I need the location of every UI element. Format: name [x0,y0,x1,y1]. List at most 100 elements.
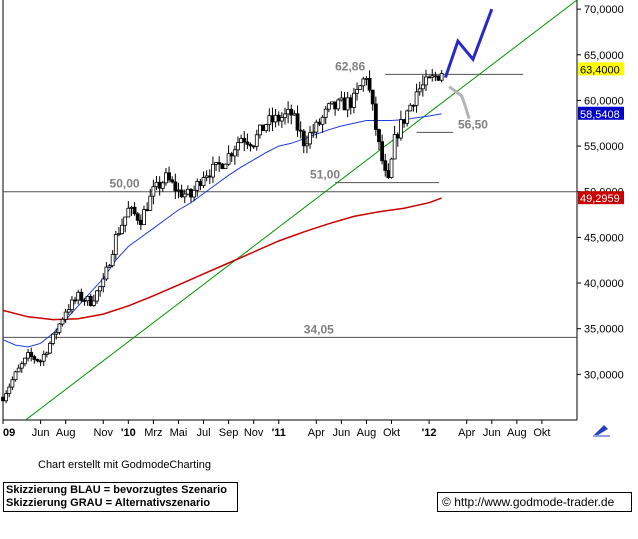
candle-body-57 [179,189,184,198]
copyright-icon: © [442,495,451,509]
candle-body-44 [138,219,143,226]
candle-body-12 [38,360,43,363]
candle-body-64 [201,177,206,186]
candle-body-138 [433,75,438,78]
x-tick-label-3: Nov [93,427,113,439]
candle-body-88 [276,114,281,122]
candle-body-7 [23,357,27,365]
candle-body-68 [214,162,218,165]
candle-body-53 [167,172,171,181]
candle-body-14 [44,352,49,355]
candle-body-102 [320,116,325,125]
candle-body-85 [267,115,272,125]
moving-averages-layer [2,113,442,348]
last-value-badge-2 [578,191,624,205]
source-link[interactable]: http://www.godmode-trader.de [454,495,615,509]
x-tick-label-18: Aug [507,427,527,439]
candle-body-113 [355,89,359,94]
candle-body-118 [370,89,375,105]
candle-body-129 [405,110,410,124]
candle-body-29 [91,300,96,306]
last-value-badges: 63,4000 58,5408 49,2959 [578,62,624,205]
trendline-green [25,0,578,421]
x-tick-label-16: Apr [458,427,475,439]
candle-body-27 [85,295,90,302]
candle-body-32 [101,278,106,288]
x-tick-label-11: Apr [308,427,325,439]
candle-body-34 [107,265,112,268]
candle-body-114 [358,85,363,90]
candle-body-139 [436,75,441,81]
candle-body-80 [251,145,256,148]
candle-body-94 [295,113,300,131]
candle-body-89 [279,117,284,122]
candle-body-79 [248,143,253,147]
chart-tool-icon[interactable] [592,423,612,437]
legend-blue-text: Skizzierung BLAU = bevorzugtes Szenario [6,484,227,496]
candle-body-140 [439,73,444,81]
x-tick-label-12: Jun [333,427,351,439]
candle-body-103 [323,108,328,118]
candle-body-111 [348,97,353,108]
scenario-blue-path [443,8,494,79]
candle-body-105 [330,101,334,105]
candle-body-65 [204,175,209,178]
x-tick-label-10: '11 [272,427,286,439]
candle-body-54 [170,179,175,183]
candle-body-47 [148,195,153,211]
legend-gray-text: Skizzierung GRAU = Alternativszenario [6,497,211,509]
candle-body-135 [424,76,428,86]
candle-body-95 [298,129,303,132]
candle-body-70 [220,163,225,169]
x-tick-label-0: 09 [3,427,15,439]
candle-body-137 [430,75,435,78]
candle-body-101 [317,121,322,125]
candle-body-35 [110,254,115,267]
x-tick-label-1: Jun [32,427,50,439]
candle-body-97 [305,143,309,147]
candle-body-21 [66,309,71,313]
candle-body-117 [367,78,372,91]
candle-body-134 [420,84,425,90]
trendline-layer [25,0,578,421]
level-label-3: 50,00 [110,177,140,191]
moving-average-red [2,197,442,321]
candle-body-4 [13,371,18,381]
candle-body-62 [195,181,200,191]
candle-body-130 [408,104,413,112]
scenario-sketch-layer [443,8,494,120]
x-tick-label-6: Mai [170,427,188,439]
chart-credit: Chart erstellt mit GodmodeCharting [38,459,212,471]
candle-body-125 [392,134,397,160]
candle-body-45 [142,209,146,226]
x-tick-label-13: Aug [357,427,377,439]
y-tick-label-5: 45,0000 [584,232,624,244]
x-tick-label-2: Aug [56,427,76,439]
candle-body-1 [4,393,9,402]
candle-body-96 [301,130,306,147]
moving-average-blue [2,113,442,348]
candle-body-75 [236,142,240,151]
candle-body-78 [245,141,250,145]
source-box[interactable]: © http://www.godmode-trader.de [437,492,632,512]
x-tick-label-8: Sep [219,427,239,439]
last-value-label-0: 63,4000 [580,64,620,76]
support-resistance-lines [3,73,577,338]
candle-body-123 [386,170,391,178]
last-value-label-2: 49,2959 [580,193,620,205]
y-tick-label-1: 65,0000 [584,50,624,62]
y-axis-ticks: 70,000065,000060,000055,000050,000045,00… [577,4,624,381]
candle-body-6 [19,363,24,369]
candle-body-0 [1,396,5,402]
candle-body-11 [35,359,40,362]
last-value-badge-0 [578,62,624,76]
candle-body-2 [7,386,12,395]
candle-body-9 [29,352,34,357]
candle-body-37 [117,233,121,236]
candle-body-90 [283,113,287,119]
candle-body-131 [411,104,416,107]
y-tick-label-2: 60,0000 [584,95,624,107]
candle-body-121 [380,141,385,162]
candle-body-116 [364,78,369,80]
